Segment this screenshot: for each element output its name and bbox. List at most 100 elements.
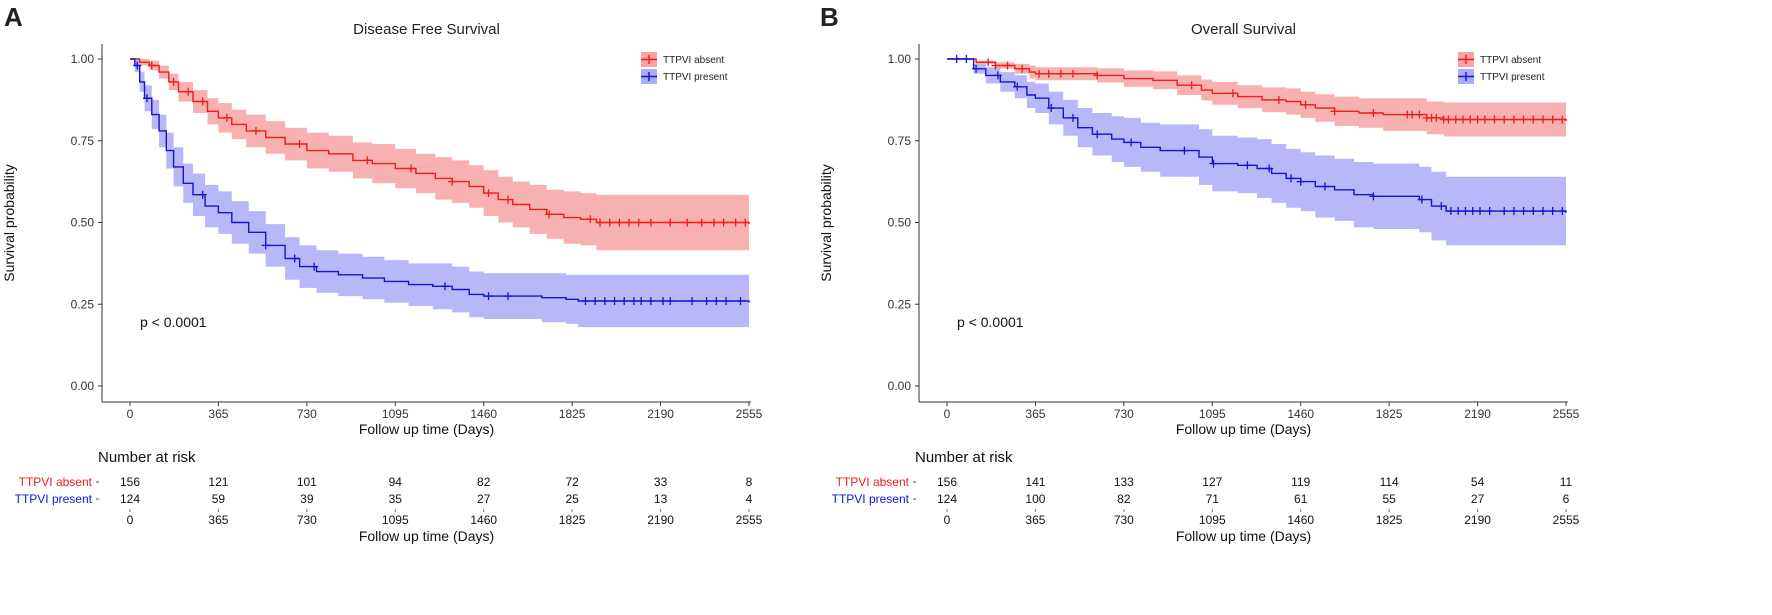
censor-mark [1500,207,1509,216]
censor-mark [448,177,457,186]
legend-label: TTPVI absent [1480,55,1541,66]
censor-mark [295,140,304,149]
risk-count: 82 [477,475,491,489]
censor-mark [952,55,961,63]
censor-mark [646,296,655,305]
risk-count: 61 [1294,492,1308,506]
censor-mark [600,296,609,305]
legend-line [1458,55,1474,64]
censor-mark [1519,207,1528,216]
risk-count: 133 [1114,475,1134,489]
risk-count: 121 [208,475,228,489]
censor-mark [1013,82,1022,91]
censor-mark [712,296,721,305]
x-tick-label: 2190 [1464,407,1491,421]
censor-mark [184,87,193,96]
risk-count: 72 [565,475,579,489]
censor-mark [697,218,706,227]
risk-time-label: 2555 [736,513,763,527]
censor-mark [591,296,600,305]
risk-count: 54 [1471,475,1485,489]
panel-label-a: A [4,2,23,32]
censor-mark [1068,113,1077,122]
x-tick-label: 730 [1114,407,1134,421]
censor-mark [1180,146,1189,155]
censor-mark [1509,207,1518,216]
risk-count: 100 [1025,492,1045,506]
legend-label: TTPVI present [1480,72,1545,83]
confidence-band-absent [947,59,1566,140]
censor-mark [1056,69,1065,78]
risk-time-label: 365 [1025,513,1045,527]
x-tick-label: 1095 [382,407,409,421]
censor-mark [1437,202,1446,211]
confidence-band-present [947,59,1566,247]
y-tick-label: 0.75 [888,134,912,148]
x-tick-label: 2555 [736,407,763,421]
x-tick-label: 2555 [1553,407,1580,421]
censor-mark [596,218,605,227]
censor-mark [741,218,750,227]
censor-mark [1018,64,1027,73]
risk-count: 11 [1560,475,1573,489]
censor-mark [1432,113,1441,122]
censor-mark [1093,130,1102,139]
p-value: p < 0.0001 [140,314,207,330]
risk-count: 6 [1563,492,1570,506]
risk-x-axis-label: Follow up time (Days) [1176,528,1311,544]
legend-line [1458,72,1474,81]
censor-mark [1500,115,1509,124]
censor-mark [646,218,655,227]
censor-mark [251,126,260,135]
risk-count: 114 [1380,475,1399,489]
x-tick-label: 1825 [559,407,586,421]
p-value: p < 0.0001 [957,314,1024,330]
risk-count: 33 [654,475,668,489]
x-tick-label: 1825 [1376,407,1403,421]
censor-mark [1451,115,1460,124]
censor-mark [1480,115,1489,124]
censor-mark [142,94,151,103]
censor-mark [1466,115,1475,124]
x-axis-label: Follow up time (Days) [1176,421,1311,437]
censor-mark [586,215,595,224]
risk-time-label: 0 [944,513,951,527]
risk-count: 8 [746,475,753,489]
risk-time-label: 1095 [382,513,409,527]
censor-mark [1369,108,1378,117]
censor-mark [1209,159,1218,168]
censor-mark [1035,69,1044,78]
risk-count: 13 [654,492,668,506]
y-tick-label: 0.25 [71,297,95,311]
censor-mark [1444,115,1453,124]
risk-count: 94 [389,475,403,489]
censor-mark [503,195,512,204]
censor-mark [1228,89,1237,98]
risk-table-title: Number at risk [98,449,196,466]
censor-mark [1003,61,1012,70]
x-tick-label: 0 [127,407,134,421]
censor-mark [222,113,231,122]
censor-mark [719,218,728,227]
censor-mark [615,218,624,227]
censor-mark [1538,207,1547,216]
censor-mark [688,296,697,305]
censor-mark [991,61,1000,70]
risk-time-label: 2190 [1464,513,1491,527]
risk-time-label: 2555 [1553,513,1580,527]
censor-mark [440,282,449,291]
x-tick-label: 730 [297,407,317,421]
y-tick-label: 1.00 [71,52,95,66]
censor-mark [702,296,711,305]
censor-mark [1558,207,1567,216]
y-tick-label: 0.50 [71,216,95,230]
censor-mark [1490,115,1499,124]
x-tick-label: 1460 [1287,407,1314,421]
censor-mark [709,218,718,227]
chart-title: Disease Free Survival [353,21,500,38]
censor-mark [1301,100,1310,109]
risk-count: 124 [937,492,957,506]
risk-time-label: 2190 [647,513,674,527]
risk-time-label: 730 [297,513,317,527]
y-tick-label: 1.00 [888,52,912,66]
